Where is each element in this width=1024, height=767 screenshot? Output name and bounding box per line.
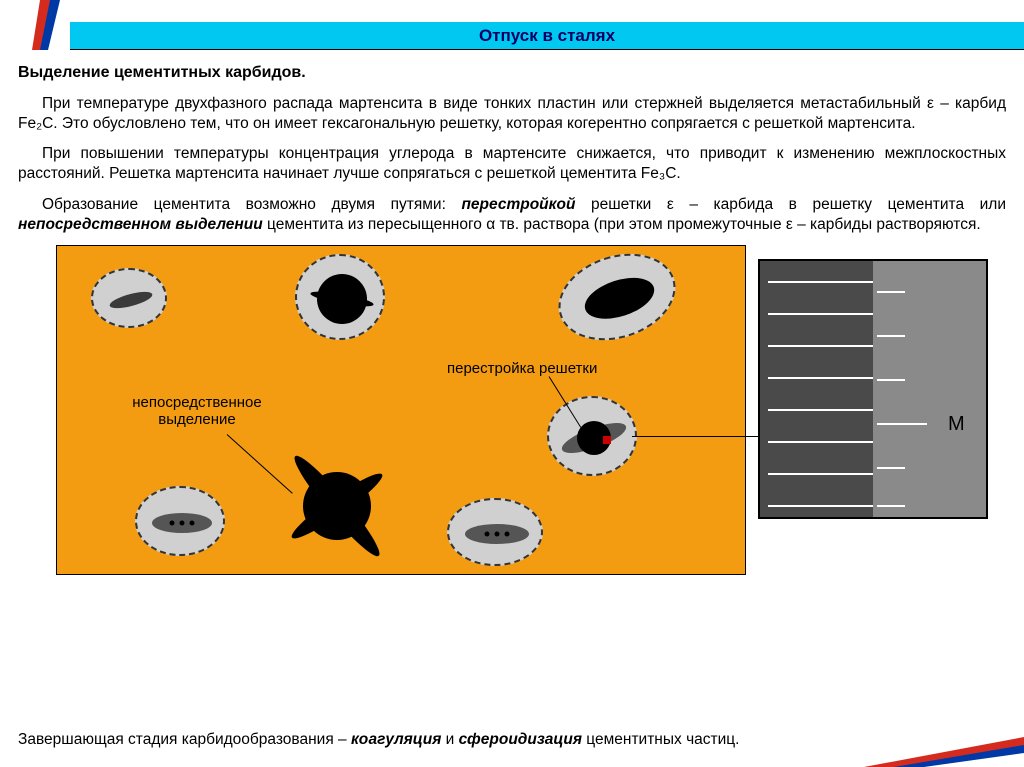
particle xyxy=(91,268,167,328)
particle xyxy=(295,254,385,340)
flag-corner xyxy=(0,0,70,50)
content-area: Выделение цементитных карбидов. При темп… xyxy=(0,50,1024,585)
microstructure-panel: непосредственное выделение перестройка р… xyxy=(56,245,746,575)
particle xyxy=(547,239,686,354)
particle-propeller xyxy=(257,436,417,576)
m-label: M xyxy=(948,413,965,436)
subtitle: Выделение цементитных карбидов. xyxy=(18,64,1006,82)
p3-em-b: перестройкой xyxy=(461,196,575,213)
footer-prefix: Завершающая стадия карбидообразования – xyxy=(18,731,351,748)
paragraph-2: При повышении температуры концентрация у… xyxy=(18,144,1006,184)
footer-em2: сфероидизация xyxy=(459,731,582,748)
lattice-right xyxy=(873,261,986,517)
lattice-panel: M xyxy=(758,259,988,519)
particle xyxy=(447,498,543,566)
p3-text-e: цементита из пересыщенного α тв. раствор… xyxy=(263,216,981,233)
lattice-left xyxy=(760,261,873,517)
paragraph-1: При температуре двухфазного распада март… xyxy=(18,94,1006,134)
label-restructure: перестройка решетки xyxy=(447,360,597,377)
page-title: Отпуск в сталях xyxy=(70,22,1024,50)
label-direct: непосредственное выделение xyxy=(107,394,287,429)
footer-mid: и xyxy=(441,731,458,748)
p3-text-c: решетки ε – карбида в решетку цементита … xyxy=(575,196,1006,213)
particle xyxy=(135,486,225,556)
footer-em1: коагуляция xyxy=(351,731,441,748)
footer-suffix: цементитных частиц. xyxy=(582,731,739,748)
particle xyxy=(547,396,637,476)
p3-em-d: непосредственном выделении xyxy=(18,216,263,233)
footer-text: Завершающая стадия карбидообразования – … xyxy=(18,731,1006,749)
diagram: непосредственное выделение перестройка р… xyxy=(18,245,1008,585)
p3-text-a: Образование цементита возможно двумя пут… xyxy=(42,196,461,213)
header: Отпуск в сталях xyxy=(0,0,1024,50)
paragraph-3: Образование цементита возможно двумя пут… xyxy=(18,195,1006,235)
